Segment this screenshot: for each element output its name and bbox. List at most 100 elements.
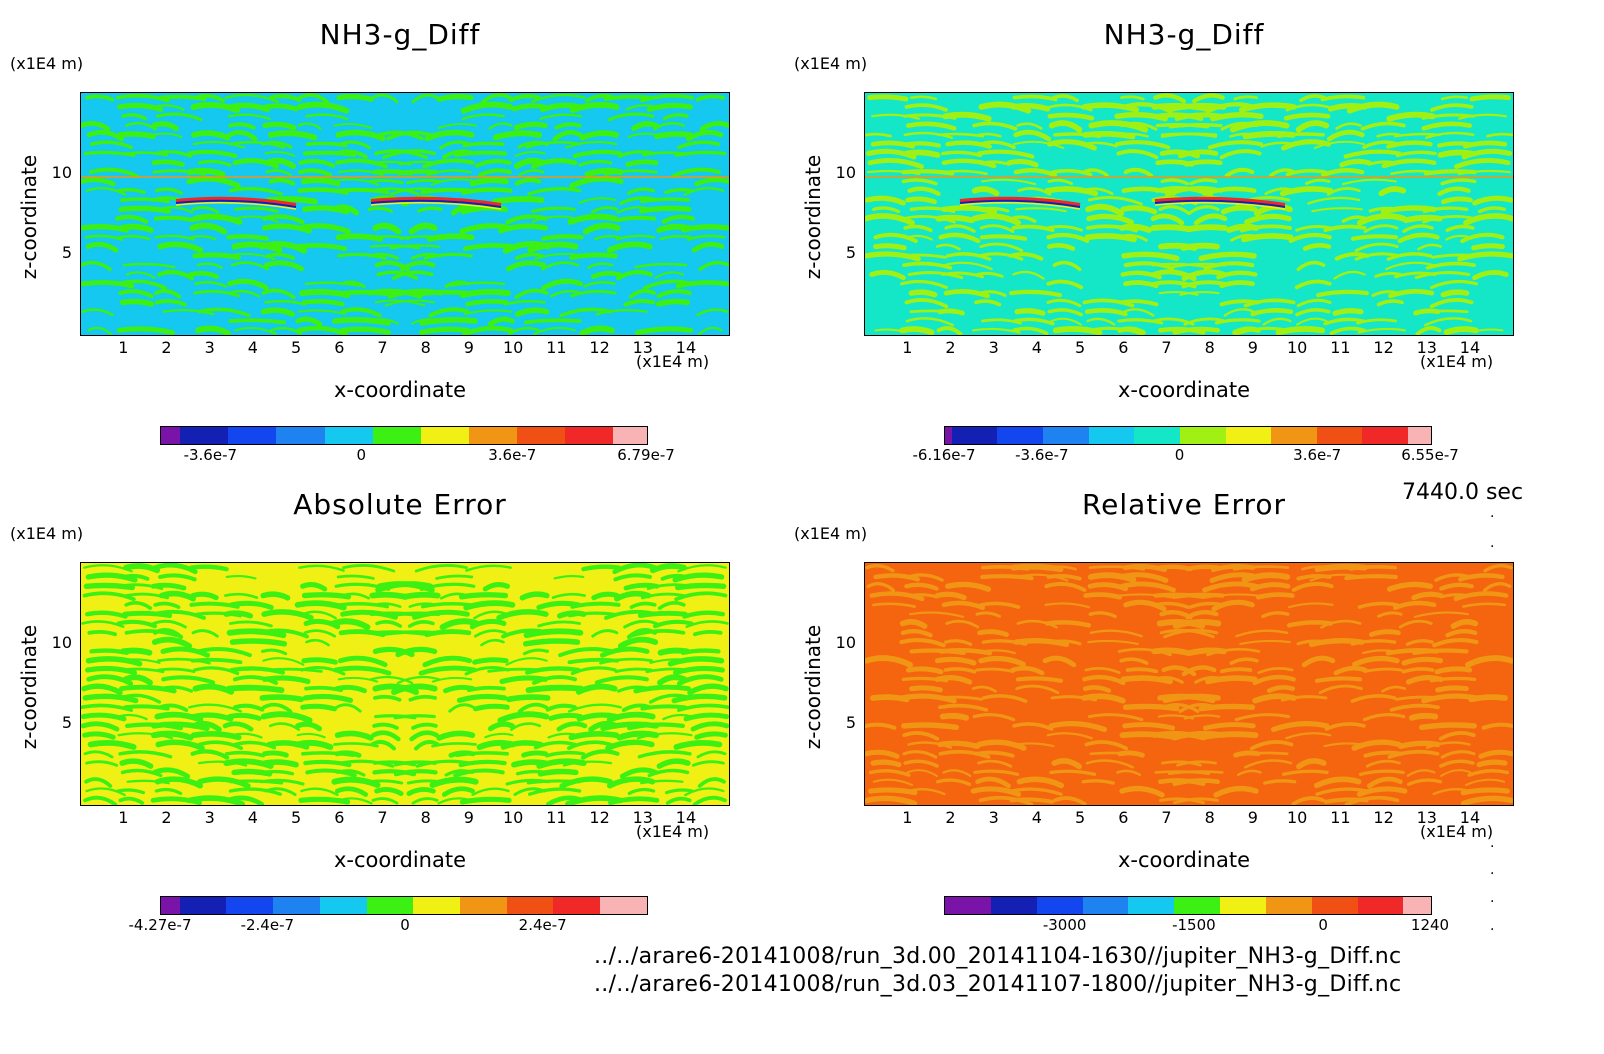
heatmap-contour-band <box>448 703 475 713</box>
x-tick-label: 3 <box>988 808 999 827</box>
heatmap-contour-band <box>462 325 514 335</box>
heatmap-contour-band <box>1012 326 1049 335</box>
heatmap-contour-band <box>458 759 507 768</box>
heatmap-contour-band <box>85 186 127 196</box>
heatmap-contour-band <box>367 206 393 213</box>
heatmap-contour-band <box>1295 225 1333 232</box>
heatmap-contour-band <box>642 151 685 157</box>
heatmap-contour-band <box>480 93 512 104</box>
heatmap-contour-band <box>1116 769 1142 777</box>
heatmap-contour-band <box>473 610 509 620</box>
heatmap-contour-band <box>1173 797 1219 805</box>
heatmap-contour-band <box>943 667 977 674</box>
heatmap-contour-band <box>300 177 341 187</box>
heatmap-contour-band <box>417 206 443 213</box>
heatmap-contour-band <box>1085 203 1125 217</box>
heatmap-contour-band <box>1008 289 1062 298</box>
colorbar-swatch <box>613 427 647 444</box>
heatmap-contour-band <box>1120 95 1145 101</box>
heatmap-contour-band <box>154 187 184 195</box>
heatmap-contour-band <box>419 326 471 335</box>
heatmap-contour-band <box>935 695 983 701</box>
heatmap-contour-band <box>607 776 656 789</box>
heatmap-contour-band <box>302 693 354 703</box>
heatmap-contour-band <box>158 206 194 214</box>
heatmap-contour-band <box>1048 120 1083 133</box>
heatmap-contour-band <box>336 769 366 777</box>
heatmap-contour-band <box>120 647 153 656</box>
heatmap-contour-band <box>437 797 472 805</box>
heatmap-contour-band <box>336 94 374 102</box>
heatmap-contour-band <box>1214 318 1261 325</box>
heatmap-contour-band <box>84 777 113 788</box>
heatmap-contour-band <box>565 795 624 805</box>
heatmap-contour-band <box>1082 141 1118 148</box>
heatmap-contour-band <box>1437 186 1471 197</box>
heatmap-contour-band <box>439 618 480 631</box>
heatmap-contour-band <box>873 232 918 244</box>
heatmap-contour-band <box>262 121 297 131</box>
heatmap-contour-band <box>975 611 1001 618</box>
heatmap-contour-band <box>1012 94 1058 102</box>
heatmap-contour-band <box>941 150 983 158</box>
panel-top-left: NH3-g_Diff (x1E4 m) (x1E4 m) z-coordinate x-… <box>0 0 780 480</box>
heatmap-contour-band <box>296 732 326 739</box>
heatmap-contour-band <box>406 786 436 797</box>
heatmap-contour-band <box>1296 298 1332 308</box>
heatmap-contour-band <box>541 278 584 291</box>
heatmap-contour-band <box>227 130 258 142</box>
y-tick-label: 10 <box>51 162 72 182</box>
heatmap-contour-band <box>938 703 989 712</box>
dot-marker: . <box>1490 535 1495 551</box>
heatmap-contour-band <box>1405 639 1434 646</box>
heatmap-contour-band <box>1013 637 1070 648</box>
heatmap-contour-band <box>1389 703 1440 712</box>
heatmap-contour-band <box>153 215 195 223</box>
heatmap-contour-band <box>81 712 127 722</box>
y-axis-label: z-coordinate <box>17 154 41 280</box>
heatmap-contour-band <box>261 769 295 776</box>
x-tick-label: 9 <box>1247 338 1258 357</box>
heatmap-contour-band <box>1013 168 1058 178</box>
heatmap-contour-band <box>335 233 384 242</box>
heatmap-contour-band <box>1406 769 1436 777</box>
heatmap-contour-band <box>549 289 583 298</box>
heatmap-contour-band <box>865 795 918 805</box>
heatmap-contour-band <box>226 684 285 694</box>
heatmap-contour-band <box>1171 730 1227 741</box>
heatmap-contour-band <box>1285 168 1327 177</box>
colorbar-swatch <box>1174 897 1221 914</box>
heatmap-contour-band <box>1454 158 1511 169</box>
heatmap-contour-band <box>1320 94 1366 102</box>
heatmap-contour-band <box>152 628 184 640</box>
heatmap-contour-band <box>1084 233 1137 243</box>
heatmap-contour-band <box>459 288 511 299</box>
heatmap-contour-band <box>945 619 980 629</box>
heatmap-contour-band <box>872 206 901 214</box>
heatmap-contour-band <box>264 157 297 170</box>
heatmap-contour-band <box>453 768 505 778</box>
heatmap-contour-band <box>934 591 967 601</box>
heatmap-contour-band <box>1051 168 1093 177</box>
heatmap-contour-band <box>87 326 112 335</box>
heatmap-contour-band <box>1016 776 1065 789</box>
heatmap-contour-band <box>1121 102 1173 114</box>
colorbar-tick-label: 3.6e-7 <box>1293 446 1342 464</box>
heatmap-contour-band <box>262 214 305 225</box>
heatmap-contour-band <box>1341 178 1397 186</box>
heatmap-contour-band <box>83 150 136 157</box>
heatmap-contour-band <box>1052 94 1079 103</box>
heatmap-contour-band <box>656 289 692 299</box>
heatmap-contour-band <box>448 750 476 758</box>
heatmap-contour-band <box>264 787 297 797</box>
colorbar-swatch <box>506 897 554 914</box>
heatmap-contour-band <box>442 149 476 159</box>
heatmap-contour-band <box>229 600 274 610</box>
heatmap-field <box>865 563 1513 805</box>
heatmap-contour-band <box>1424 131 1475 139</box>
heatmap-contour-band <box>161 675 216 685</box>
heatmap-contour-band <box>1086 317 1116 326</box>
heatmap-contour-band <box>268 722 301 731</box>
heatmap-contour-band <box>865 749 900 759</box>
colorbar-swatch <box>1179 427 1226 444</box>
